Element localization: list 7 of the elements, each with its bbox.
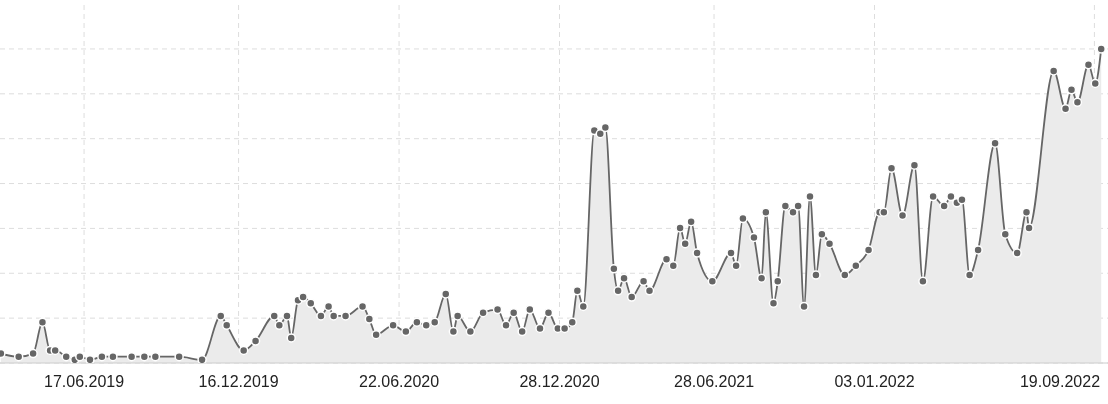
x-tick-label: 22.06.2020	[359, 373, 440, 390]
x-tick-label: 19.09.2022	[1019, 373, 1101, 390]
x-tick-label: 16.12.2019	[198, 373, 279, 390]
x-tick-label: 17.06.2019	[44, 373, 125, 390]
x-tick-label: 28.06.2021	[674, 373, 755, 390]
x-tick-label: 03.01.2022	[834, 373, 915, 390]
x-tick-label: 28.12.2020	[519, 373, 600, 390]
